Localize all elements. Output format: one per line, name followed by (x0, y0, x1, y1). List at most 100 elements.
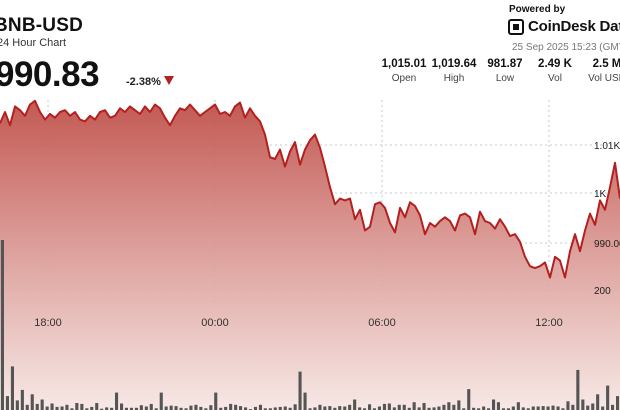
volume-bar (229, 403, 233, 410)
volume-bar (556, 406, 560, 410)
volume-bar (437, 406, 441, 410)
price-area (0, 100, 620, 410)
stat-vol: 2.49 K Vol (520, 58, 590, 84)
volume-bar (234, 404, 238, 410)
down-arrow-icon (164, 76, 174, 85)
volume-bar (129, 407, 133, 410)
volume-bar (10, 366, 14, 410)
volume-bar (457, 400, 461, 410)
current-price: 990.83 (0, 55, 100, 94)
volume-bar (328, 406, 332, 410)
volume-bar (239, 406, 243, 410)
stat-label: Vol (548, 73, 562, 84)
volume-bar (120, 403, 124, 410)
volume-bar (75, 403, 79, 410)
volume-bar (377, 406, 381, 410)
stat-vol-usd: 2.5 M Vol USD (572, 58, 620, 84)
volume-bar (298, 371, 302, 410)
volume-bar (144, 406, 148, 410)
brand-logo[interactable]: CoinDesk Data (508, 18, 620, 35)
timestamp: 25 Sep 2025 15:23 (GMT) (512, 42, 620, 53)
volume-bar (273, 407, 277, 410)
volume-bar (501, 408, 505, 410)
volume-bar (591, 403, 595, 410)
volume-bar (343, 406, 347, 410)
volume-bar (487, 408, 491, 410)
volume-bar (358, 407, 362, 410)
volume-bar (149, 403, 153, 410)
volume-bar (5, 396, 9, 410)
volume-bar (348, 404, 352, 410)
volume-bar (293, 404, 297, 410)
volume-bar (417, 407, 421, 410)
volume-bar (30, 394, 34, 410)
volume-bar (278, 406, 282, 410)
volume-bar (561, 408, 565, 410)
volume-bar (35, 403, 39, 410)
volume-bar (541, 406, 545, 410)
volume-bar (392, 407, 396, 410)
volume-bar (616, 396, 620, 410)
x-tick-label: 06:00 (368, 317, 396, 329)
volume-bar (526, 408, 530, 410)
volume-bar (382, 403, 386, 410)
volume-bar (179, 407, 183, 410)
stat-value: 2.49 K (538, 58, 572, 70)
volume-bar (422, 403, 426, 410)
volume-bar (224, 406, 228, 410)
volume-bar (65, 404, 69, 410)
volume-bar (462, 408, 466, 410)
volume-bar (313, 407, 317, 410)
volume-bar (432, 407, 436, 410)
y-axis-ticks: 1.01K 1K 990.00 200 (594, 141, 620, 297)
volume-bar (40, 399, 44, 410)
volume-bar (521, 407, 525, 410)
volume-bar (576, 369, 580, 410)
volume-bar (184, 408, 188, 410)
volume-bar (308, 408, 312, 410)
volume-bar (566, 401, 570, 410)
volume-bar (546, 406, 550, 410)
volume-bar (412, 402, 416, 410)
volume-bar (194, 404, 198, 410)
volume-bar (45, 406, 49, 410)
volume-bar (506, 408, 510, 410)
volume-bar (80, 403, 84, 410)
volume-bar (496, 402, 500, 410)
stat-low: 981.87 Low (470, 58, 540, 84)
volume-bar (482, 406, 486, 410)
volume-bar (333, 407, 337, 410)
chart-title: BNB-USD (0, 15, 84, 36)
y-tick-label: 990.00 (594, 239, 620, 250)
volume-bar (263, 408, 267, 410)
volume-bar (60, 406, 64, 410)
stat-label: High (443, 73, 465, 84)
volume-bar (363, 408, 367, 410)
volume-bar (90, 406, 94, 410)
stat-label: Low (495, 73, 515, 84)
volume-bar (477, 408, 481, 410)
volume-bar (50, 403, 54, 410)
volume-bar (159, 392, 163, 410)
x-tick-label: 18:00 (34, 317, 62, 329)
volume-bar (511, 406, 515, 410)
volume-bar (427, 407, 431, 410)
volume-bar (531, 406, 535, 410)
volume-bar (85, 408, 89, 410)
volume-bar (442, 404, 446, 410)
stat-label: Vol USD (588, 73, 620, 84)
volume-bar (368, 404, 372, 410)
x-tick-label: 00:00 (201, 317, 229, 329)
volume-bar (387, 403, 391, 410)
volume-bar (571, 404, 575, 410)
volume-bar (189, 405, 193, 410)
volume-bar (551, 405, 555, 410)
volume-bar (492, 399, 496, 410)
volume-bar (353, 399, 357, 410)
volume-bar (55, 406, 59, 410)
powered-by-label: Powered by (509, 4, 566, 15)
stat-value: 981.87 (487, 58, 523, 70)
volume-bars (0, 240, 620, 410)
volume-bar (154, 408, 158, 410)
volume-bar (516, 402, 520, 410)
